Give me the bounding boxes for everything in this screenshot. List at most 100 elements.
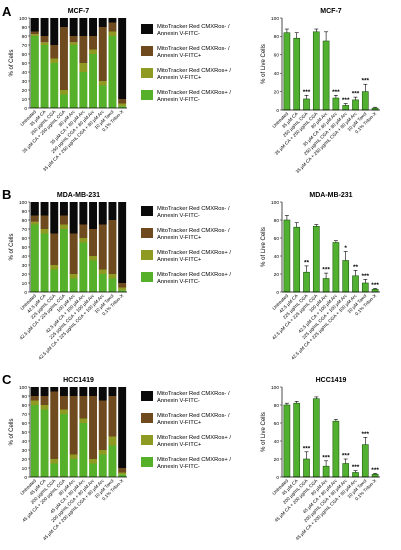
- stack-segment: [79, 224, 88, 238]
- significance-label: ***: [332, 89, 340, 96]
- stack-segment: [50, 391, 59, 459]
- y-tick-label: 40: [22, 254, 28, 260]
- stack-segment: [118, 106, 127, 108]
- bar-chart-mcf7: MCF-7% of Live Cells020406080100Untreate…: [261, 8, 380, 174]
- stack-segment: [89, 387, 98, 396]
- stack-segment: [59, 18, 68, 27]
- stack-segment: [98, 269, 107, 274]
- stack-segment: [50, 463, 59, 477]
- stack-segment: [40, 42, 49, 45]
- stack-segment: [30, 202, 39, 216]
- stacked-chart-mcf7: MCF-7% of Cells0102030405060708090100Unt…: [9, 8, 127, 172]
- stack-segment: [79, 387, 88, 396]
- y-tick-label: 60: [274, 236, 280, 242]
- stack-segment: [50, 45, 59, 59]
- legend-label-line: Annexin V-FITC+: [157, 53, 202, 59]
- stack-segment: [89, 396, 98, 459]
- y-tick-label: 90: [22, 209, 28, 215]
- bar: [342, 260, 350, 293]
- bar: [361, 282, 369, 293]
- stack-segment: [108, 36, 117, 108]
- legend-label-line: MitoTracker Red CMXRos- /: [157, 206, 230, 212]
- y-tick-label: 100: [271, 200, 279, 206]
- legend-label-line: Annexin V-FITC-: [157, 279, 200, 285]
- stack-segment: [79, 202, 88, 225]
- y-tick-label: 20: [274, 457, 280, 463]
- stack-segment: [50, 387, 59, 392]
- stack-segment: [98, 274, 107, 292]
- y-tick-label: 80: [22, 218, 28, 224]
- stack-segment: [79, 36, 88, 63]
- legend-label-line: Annexin V-FITC+: [157, 75, 202, 81]
- significance-label: ***: [303, 89, 311, 96]
- stack-segment: [30, 31, 39, 35]
- stack-segment: [30, 18, 39, 32]
- y-tick-label: 100: [271, 385, 279, 391]
- bar-chart-mdamb231: MDA-MB-231% of Live Cells020406080100Unt…: [261, 192, 380, 361]
- y-tick-label: 40: [274, 71, 280, 77]
- stack-segment: [79, 63, 88, 72]
- stack-segment: [59, 27, 68, 90]
- stack-segment: [118, 99, 127, 104]
- stack-segment: [30, 224, 39, 292]
- stack-segment: [89, 256, 98, 261]
- legend-label-line: Annexin V-FITC-: [157, 97, 200, 103]
- stack-segment: [108, 220, 117, 274]
- legend-label-line: MitoTracker Red CMXRos+ /: [157, 68, 231, 74]
- stack-segment: [69, 387, 78, 396]
- stack-segment: [98, 18, 107, 27]
- y-tick-label: 80: [274, 34, 280, 40]
- stack-segment: [40, 387, 49, 396]
- panel-letter-a: A: [2, 4, 12, 19]
- stack-segment: [50, 58, 59, 63]
- significance-label: ***: [322, 267, 330, 274]
- legend-swatch: [141, 250, 153, 260]
- legend-b: MitoTracker Red CMXRos- / Annexin V-FITC-…: [141, 206, 231, 285]
- panel-letter-c: C: [2, 372, 12, 387]
- bar: [293, 402, 301, 478]
- bar: [293, 226, 301, 293]
- stack-segment: [59, 396, 68, 410]
- y-tick-label: 10: [22, 281, 28, 287]
- bar: [293, 37, 301, 111]
- y-axis-label: % of Live Cells: [261, 227, 267, 267]
- legend-a: MitoTracker Red CMXRos- /Annexin V-FITC-…: [141, 24, 231, 103]
- significance-label: *: [344, 245, 347, 252]
- legend-label-line: MitoTracker Red CMXRos+ /: [157, 457, 231, 463]
- significance-label: ***: [371, 467, 379, 474]
- y-tick-label: 60: [22, 236, 28, 242]
- stack-segment: [79, 72, 88, 108]
- legend-label-line: Annexin V-FITC+: [157, 442, 202, 448]
- y-axis-label: % of Live Cells: [261, 44, 267, 84]
- legend-label-line: MitoTracker Red CMXRos- /: [157, 413, 230, 419]
- y-tick-label: 100: [19, 16, 27, 22]
- significance-label: ***: [303, 445, 311, 452]
- stack-segment: [89, 260, 98, 292]
- y-tick-label: 60: [274, 421, 280, 427]
- bar: [312, 398, 320, 478]
- stack-segment: [50, 202, 59, 234]
- bar: [371, 473, 379, 478]
- bar: [303, 458, 310, 478]
- y-tick-label: 40: [274, 439, 280, 445]
- stack-segment: [69, 278, 78, 292]
- significance-label: ***: [371, 282, 379, 289]
- chart-title: HCC1419: [316, 377, 347, 384]
- legend-label-line: Annexin V-FITC+: [157, 420, 202, 426]
- stack-segment: [79, 423, 88, 477]
- stack-segment: [30, 396, 39, 401]
- bar: [283, 404, 291, 478]
- legend-label-line: Annexin V-FITC-: [157, 398, 200, 404]
- stack-segment: [69, 454, 78, 459]
- legend-label-line: MitoTracker Red CMXRos+ /: [157, 272, 231, 278]
- chart-title: MCF-7: [68, 8, 89, 15]
- bar: [322, 278, 330, 293]
- y-tick-label: 60: [22, 421, 28, 427]
- y-tick-label: 20: [22, 457, 28, 463]
- stack-segment: [108, 22, 117, 32]
- stack-segment: [40, 45, 49, 108]
- chart-title: MDA-MB-231: [57, 192, 100, 199]
- bar: [361, 444, 369, 478]
- stack-segment: [108, 445, 117, 477]
